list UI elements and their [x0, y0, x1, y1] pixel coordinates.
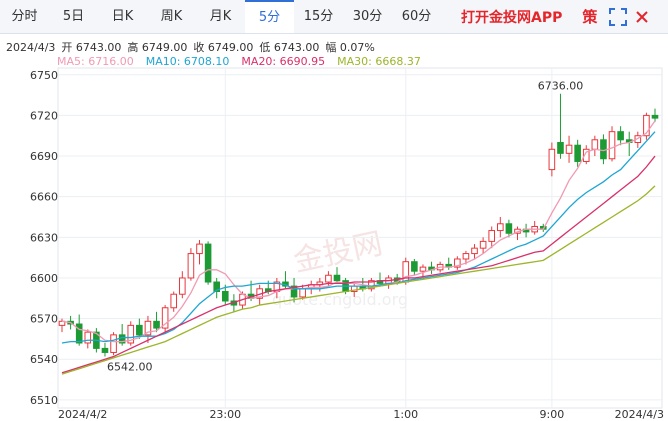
- candle-body: [333, 274, 341, 282]
- candle-body: [402, 261, 410, 283]
- candle-body: [161, 307, 169, 329]
- y-tick-label: 6600: [30, 272, 58, 285]
- candle-body: [471, 247, 478, 255]
- candle-body: [411, 261, 418, 272]
- x-tick-label: 2024/4/3: [615, 408, 664, 421]
- candle-body: [221, 291, 229, 302]
- tab[interactable]: 60分: [401, 9, 432, 24]
- y-tick-label: 6630: [30, 231, 58, 244]
- ma-legend: MA5: 6716.00 MA10: 6708.10 MA20: 6690.95 MA…: [57, 55, 433, 68]
- candle-body: [101, 347, 109, 353]
- candle-body: [591, 139, 599, 150]
- candle-body: [574, 144, 581, 162]
- candle-body: [84, 331, 92, 344]
- legend-entry: MA5: 6716.00: [57, 55, 134, 68]
- candle-body: [213, 281, 220, 293]
- tab[interactable]: 日K: [111, 9, 134, 24]
- candle-body: [136, 324, 143, 336]
- candle-body: [505, 223, 513, 234]
- info-item: 收 6749.00: [193, 41, 254, 54]
- ma-line: [61, 120, 656, 343]
- candle-body: [144, 320, 152, 336]
- close-icon[interactable]: [635, 10, 649, 24]
- watermark: quote.cngold.org: [272, 290, 408, 309]
- candle-body: [196, 243, 203, 255]
- candle-body: [110, 334, 117, 353]
- candle-body: [600, 139, 607, 160]
- y-tick-label: 6540: [30, 353, 58, 366]
- y-tick-label: 6570: [30, 313, 58, 326]
- legend-entry: MA30: 6668.37: [337, 55, 421, 68]
- tab[interactable]: 5分: [245, 0, 294, 33]
- candle-body: [454, 258, 461, 268]
- candle-body: [462, 253, 470, 260]
- candle-body: [617, 131, 624, 141]
- info-item: 高 6749.00: [127, 41, 188, 54]
- candle-body: [479, 240, 487, 249]
- candle-body: [127, 324, 135, 344]
- candle-body: [565, 144, 573, 154]
- tab[interactable]: 月K: [209, 9, 232, 24]
- info-item: 开 6743.00: [61, 41, 122, 54]
- x-tick-label: 23:00: [209, 408, 241, 421]
- candle-body: [170, 293, 178, 309]
- y-tick-label: 6510: [30, 394, 58, 407]
- x-tick-label: 2024/4/2: [58, 408, 107, 421]
- legend-entry: MA10: 6708.10: [145, 55, 230, 68]
- tab[interactable]: 5日: [62, 9, 85, 24]
- candle-body: [643, 114, 650, 137]
- candle-body: [368, 280, 375, 290]
- ma-line: [61, 185, 656, 375]
- candle-body: [153, 320, 160, 329]
- plot-frame: [57, 67, 663, 409]
- candle-body: [557, 142, 564, 154]
- info-item: 低 6743.00: [259, 41, 320, 54]
- tab-bar: 分时 5日 日K 周K 月K 5分 15分 30分 60分 打开金投网APP 策: [0, 0, 668, 34]
- candle-body: [548, 148, 556, 171]
- candle-body: [179, 277, 186, 295]
- tabs: 分时 5日 日K 周K 月K 5分 15分 30分 60分: [0, 0, 441, 33]
- candle-body: [299, 288, 306, 298]
- fullscreen-icon[interactable]: [609, 7, 628, 26]
- tab[interactable]: 30分: [352, 9, 383, 24]
- candle-body: [419, 266, 427, 272]
- x-tick-label: 1:00: [393, 408, 418, 421]
- y-tick-label: 6750: [30, 69, 58, 82]
- strategy-icon[interactable]: 策: [582, 8, 598, 26]
- y-tick-label: 6690: [30, 150, 58, 163]
- candle-body: [187, 253, 195, 279]
- tab[interactable]: 分时: [11, 9, 38, 24]
- watermark: 金投网: [290, 226, 385, 279]
- candle-body: [488, 230, 496, 242]
- candle-body: [290, 285, 298, 298]
- tab[interactable]: 15分: [303, 9, 334, 24]
- min-annotation: 6542.00: [107, 361, 152, 374]
- x-tick-label: 9:00: [540, 408, 565, 421]
- y-tick-label: 6660: [30, 191, 58, 204]
- candle-body: [75, 323, 83, 344]
- candle-body: [651, 114, 659, 119]
- candle-body: [608, 131, 616, 160]
- candle-body: [325, 274, 332, 283]
- tab[interactable]: 周K: [160, 9, 183, 24]
- info-line: 2024/4/3 开 6743.00 高 6749.00 收 6749.00 低 674…: [6, 39, 381, 55]
- candle-body: [497, 223, 504, 232]
- ma-line: [61, 155, 656, 374]
- info-item: 2024/4/3: [6, 41, 56, 54]
- candle-body: [204, 243, 212, 283]
- candle-body: [582, 148, 590, 162]
- y-tick-label: 6720: [30, 109, 58, 122]
- info-item: 幅 0.07%: [325, 41, 375, 54]
- app-link[interactable]: 打开金投网APP: [461, 9, 563, 26]
- max-annotation: 6736.00: [538, 80, 584, 93]
- legend-entry: MA20: 6690.95: [241, 55, 326, 68]
